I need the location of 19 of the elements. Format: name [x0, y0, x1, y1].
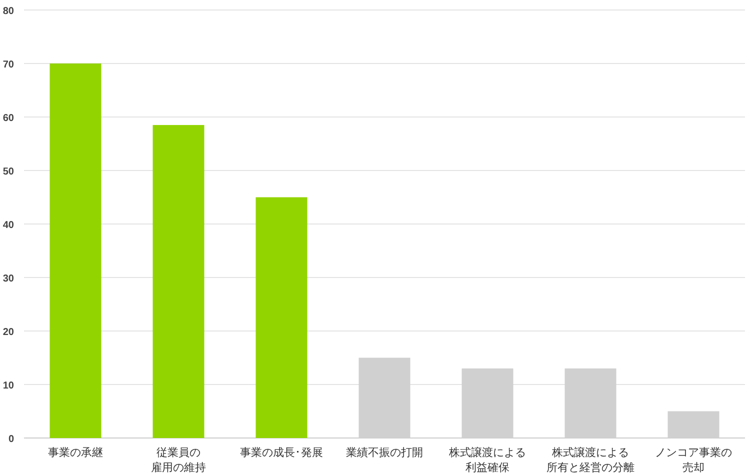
- y-tick-label: 60: [2, 113, 14, 124]
- bar: [256, 197, 308, 438]
- x-tick-label: 株式譲渡による利益確保: [448, 446, 526, 474]
- y-tick-label: 50: [2, 166, 14, 178]
- y-tick-label: 20: [2, 327, 14, 338]
- y-tick-label: 10: [2, 380, 14, 392]
- x-tick-label: 事業の承継: [48, 446, 103, 459]
- bar: [152, 125, 204, 438]
- x-tick-label: 業績不振の打開: [346, 446, 423, 459]
- y-tick-label: 30: [2, 274, 14, 284]
- x-tick-label: 株式譲渡による所有と経営の分離: [546, 446, 634, 474]
- y-tick-label: 40: [2, 220, 14, 231]
- x-tick-label: 従業員の雇用の維持: [151, 447, 206, 474]
- y-tick-label: 0: [8, 434, 14, 445]
- y-tick-label: 70: [2, 60, 14, 70]
- x-tick-label: 事業の成長･発展: [240, 446, 323, 459]
- x-tick-label: ノンコア事業の売却: [655, 446, 732, 474]
- bar: [50, 64, 102, 438]
- y-tick-label: 80: [2, 6, 14, 17]
